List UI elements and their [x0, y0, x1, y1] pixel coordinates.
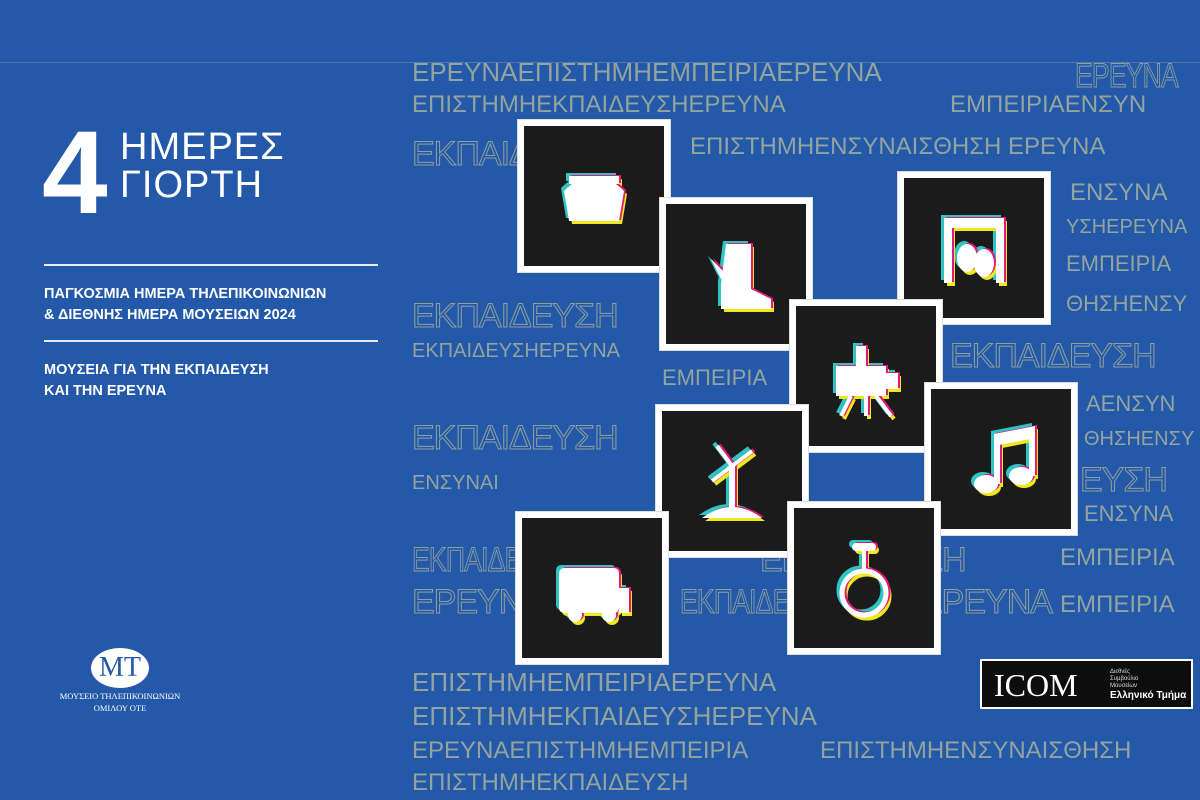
- background-word: ΕΚΠΑΙΔΕΥΣΗ: [412, 297, 620, 335]
- bus-icon: [556, 565, 632, 625]
- background-word: ΕΠΙΣΤΗΜΗΕΝΣΥΝΑΙΣΘΗΣΗ: [820, 737, 1132, 764]
- icon-card: [898, 172, 1050, 324]
- background-word: ΑΕΝΣΥΝ: [1086, 391, 1176, 416]
- unicycle-icon: [836, 540, 892, 621]
- icon-card: [788, 502, 940, 654]
- background-word: ΕΡΕΥΝΑ: [1075, 57, 1179, 95]
- background-word: ΕΠΙΣΤΗΜΗΕΜΠΕΙΡΙΑΕΡΕΥΝΑ: [412, 667, 777, 697]
- telephone-icon: [561, 173, 627, 224]
- background-word: ΘΗΣΗΕΝΣΥ: [1084, 428, 1195, 450]
- music-note-icon: [971, 423, 1038, 496]
- headline-number: 4: [42, 107, 108, 239]
- icon-card: [790, 300, 942, 452]
- background-word: ΕΝΣΥΝΑ: [1084, 501, 1174, 526]
- background-word: ΕΜΠΕΙΡΙΑ: [1060, 544, 1175, 571]
- background-word: ΕΚΠΑΙΔΕΥΣΗ: [950, 337, 1158, 375]
- theatre-masks-icon: [941, 215, 1007, 286]
- background-word: ΕΝΣΥΝΑΙ: [412, 472, 499, 494]
- icom-section: Ελληνικό Τμήμα: [1110, 690, 1187, 701]
- background-word: ΥΣΗΕΡΕΥΝΑ: [1066, 216, 1188, 238]
- background-word: ΕΜΠΕΙΡΙΑ: [662, 365, 768, 390]
- background-word: ΕΜΠΕΙΡΙΑ: [1060, 591, 1175, 618]
- windmill-icon: [699, 441, 765, 521]
- theme-line1: ΜΟΥΣΕΙΑ ΓΙΑ ΤΗΝ ΕΚΠΑΙΔΕΥΣΗ: [44, 362, 269, 378]
- icon-card: [660, 198, 812, 350]
- top-divider: [0, 62, 1200, 63]
- background-word: ΕΚΠΑΙΔΕΥΣΗ: [412, 419, 620, 457]
- subtitle-line2: & ΔΙΕΘΝΗΣ ΗΜΕΡΑ ΜΟΥΣΕΙΩΝ 2024: [44, 307, 296, 323]
- theme-line2: ΚΑΙ ΤΗΝ ΕΡΕΥΝΑ: [44, 383, 167, 399]
- background-word: ΕΠΙΣΤΗΜΗΕΝΣΥΝΑΙΣΘΗΣΗ ΕΡΕΥΝΑ: [690, 133, 1106, 160]
- icon-card: [516, 512, 668, 664]
- headline-line1: ΗΜΕΡΕΣ: [120, 126, 285, 168]
- icon-card: [656, 405, 808, 557]
- museum-logo: ΜΤ ΜΟΥΣΕΙΟ ΤΗΛΕΠΙΚΟΙΝΩΝΙΩΝ ΟΜΙΛΟΥ ΟΤΕ: [40, 640, 200, 714]
- background-word: ΕΚΠΑΙΔΕΥΣΗΕΡΕΥΝΑ: [412, 340, 621, 362]
- background-word: ΕΠΙΣΤΗΜΗΕΚΠΑΙΔΕΥΣΗ: [412, 769, 689, 796]
- icom-wordmark: ICOM: [994, 667, 1078, 703]
- background-word: ΕΡΕΥΝΑΕΠΙΣΤΗΜΗΕΜΠΕΙΡΙΑ: [412, 737, 749, 764]
- background-word: ΕΜΠΕΙΡΙΑ: [1066, 251, 1172, 276]
- background-word: ΕΥΣΗ: [1080, 461, 1169, 499]
- background-word: ΘΗΣΗΕΝΣΥ: [1066, 291, 1188, 316]
- film-camera-icon: [833, 343, 901, 421]
- headline-line2: ΓΙΟΡΤΗ: [120, 164, 264, 206]
- background-word: ΕΝΣΥΝΑ: [1070, 179, 1168, 206]
- icom-logo: ICOM Διεθνές Συμβούλιο Μουσείων Ελληνικό Τ…: [980, 659, 1193, 709]
- museum-logo-line1: ΜΟΥΣΕΙΟ ΤΗΛΕΠΙΚΟΙΝΩΝΙΩΝ: [59, 691, 181, 701]
- divider: [44, 264, 378, 266]
- divider: [44, 340, 378, 342]
- icom-small-text: Διεθνές Συμβούλιο Μουσείων: [1110, 669, 1139, 689]
- background-word: ΕΠΙΣΤΗΜΗΕΚΠΑΙΔΕΥΣΗΕΡΕΥΝΑ: [412, 91, 786, 118]
- background-word: ΕΡΕΥΝΑΕΠΙΣΤΗΜΗΕΜΠΕΙΡΙΑΕΡΕΥΝΑ: [412, 57, 882, 87]
- background-word: ΕΜΠΕΙΡΙΑΕΝΣΥΝ: [950, 91, 1147, 118]
- subtitle-line1: ΠΑΓΚΟΣΜΙΑ ΗΜΕΡΑ ΤΗΛΕΠΙΚΟΙΝΩΝΙΩΝ: [44, 286, 327, 302]
- background-word: ΕΠΙΣΤΗΜΗΕΚΠΑΙΔΕΥΣΗΕΡΕΥΝΑ: [412, 701, 817, 731]
- background-word: ΕΡΕΥΝΑ: [920, 583, 1054, 621]
- icon-card: [518, 120, 670, 272]
- museum-logo-mark: ΜΤ: [91, 648, 149, 688]
- icon-card: [925, 383, 1077, 535]
- boot-icon: [708, 241, 774, 312]
- museum-logo-line2: ΟΜΙΛΟΥ ΟΤΕ: [93, 703, 147, 713]
